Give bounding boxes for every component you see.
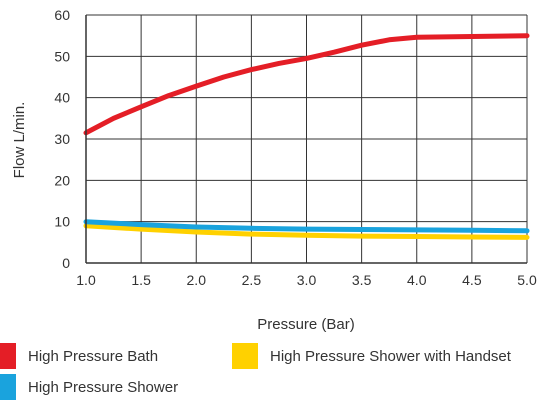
- x-tick-label-1: 1.5: [131, 272, 151, 288]
- series-layer: [83, 33, 530, 240]
- legend-item-high-pressure-shower-handset: High Pressure Shower with Handset: [232, 343, 511, 369]
- x-tick-label-6: 4.0: [407, 272, 427, 288]
- series-line-high-pressure-bath: [83, 33, 530, 136]
- y-tick-label-4: 40: [54, 90, 70, 106]
- y-tick-label-3: 30: [54, 131, 70, 147]
- x-tick-label-3: 2.5: [242, 272, 262, 288]
- legend-swatch-bath: [0, 343, 16, 369]
- x-tick-label-7: 4.5: [462, 272, 482, 288]
- legend-swatch-shower-handset: [232, 343, 258, 369]
- legend-item-high-pressure-bath: High Pressure Bath: [0, 343, 158, 369]
- x-tick-label-8: 5.0: [517, 272, 537, 288]
- y-tick-label-0: 0: [62, 255, 70, 271]
- axis-layer: [85, 15, 527, 264]
- legend-swatch-shower: [0, 374, 16, 400]
- series-line-high-pressure-shower: [83, 219, 530, 234]
- x-tick-label-5: 3.5: [352, 272, 372, 288]
- y-axis-label: Flow L/min.: [11, 102, 28, 179]
- y-tick-label-6: 60: [54, 7, 70, 23]
- flow-chart: 1.0 1.5 2.0 2.5 3.0 3.5 4.0 4.5 5.0 0 10 20 30 40 50 60…: [11, 7, 537, 333]
- legend-label-bath: High Pressure Bath: [28, 347, 159, 365]
- x-tick-label-4: 3.0: [297, 272, 317, 288]
- x-axis-label: Pressure (Bar): [257, 316, 355, 333]
- y-tick-label-1: 10: [54, 214, 70, 230]
- y-tick-label-2: 20: [54, 172, 70, 188]
- tick-labels: 1.0 1.5 2.0 2.5 3.0 3.5 4.0 4.5 5.0 0 10 20 30 40 50 60: [54, 7, 537, 288]
- legend-item-high-pressure-shower: High Pressure Shower: [0, 374, 178, 400]
- legend-label-shower: High Pressure Shower: [28, 378, 179, 396]
- legend-label-shower-handset: High Pressure Shower with Handset: [270, 347, 511, 365]
- x-tick-label-0: 1.0: [76, 272, 96, 288]
- series-line-high-pressure-shower-handset: [83, 223, 530, 240]
- x-tick-label-2: 2.0: [187, 272, 207, 288]
- y-tick-label-5: 50: [54, 48, 70, 64]
